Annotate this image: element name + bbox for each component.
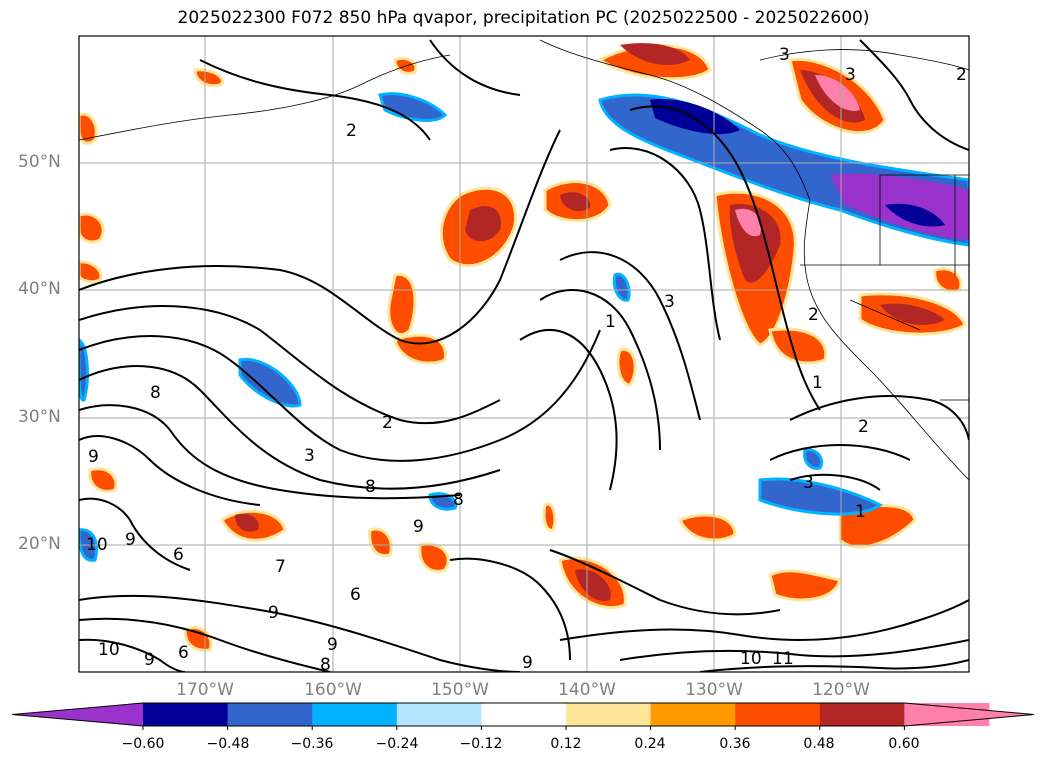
lon-label: 120°W bbox=[812, 680, 870, 700]
contour-label: 6 bbox=[173, 545, 184, 565]
coastlines bbox=[79, 39, 969, 481]
contour-labels: 2 2 3 3 2 3 8 9 10 9 6 7 9 6 10 9 8 9 6 … bbox=[86, 45, 967, 675]
contour-label: 2 bbox=[346, 121, 357, 141]
grid-lines bbox=[79, 36, 969, 672]
contour-label: 9 bbox=[125, 530, 136, 550]
colorbar-tick-label: 0.60 bbox=[888, 736, 920, 752]
lon-label: 130°W bbox=[685, 680, 743, 700]
contour-label: 9 bbox=[268, 603, 279, 623]
contour-label: 3 bbox=[803, 473, 814, 493]
contour-label: 6 bbox=[178, 643, 189, 663]
qvapor-contours bbox=[79, 39, 969, 672]
colorbar-tick-label: −0.60 bbox=[121, 736, 165, 752]
map-panel bbox=[79, 36, 969, 672]
contour-label: 2 bbox=[808, 305, 819, 325]
colorbar-tick-label: 0.12 bbox=[550, 736, 582, 752]
lon-label: 150°W bbox=[431, 680, 489, 700]
colorbar-extend-low bbox=[12, 703, 143, 726]
contour-label: 10 bbox=[740, 649, 762, 669]
contour-label: 8 bbox=[453, 490, 464, 510]
colorbar-segment bbox=[481, 703, 567, 726]
contour-label: 1 bbox=[812, 373, 823, 393]
contour-label: 10 bbox=[98, 640, 120, 660]
contour-label: 8 bbox=[150, 383, 161, 403]
contour-label: 2 bbox=[956, 65, 967, 85]
lat-label: 30°N bbox=[18, 407, 61, 427]
precip-max-areas bbox=[735, 75, 860, 237]
map-border bbox=[78, 35, 970, 673]
colorbar-segment bbox=[312, 703, 398, 726]
colorbar-tick-label: −0.12 bbox=[459, 736, 503, 752]
contour-label: 11 bbox=[772, 649, 794, 669]
contour-label: 9 bbox=[522, 653, 533, 673]
colorbar-tick-label: 0.48 bbox=[803, 736, 835, 752]
colorbar-tick-label: 0.24 bbox=[634, 736, 666, 752]
precip-strong-areas bbox=[235, 43, 945, 601]
colorbar-tick-label: −0.48 bbox=[206, 736, 250, 752]
contour-label: 2 bbox=[382, 413, 393, 433]
colorbar-extend-high bbox=[904, 703, 1034, 726]
colorbar-tick-label: −0.24 bbox=[375, 736, 419, 752]
contour-label: 9 bbox=[144, 650, 155, 670]
contour-label: 9 bbox=[88, 447, 99, 467]
lat-label: 20°N bbox=[18, 534, 61, 554]
contour-label: 3 bbox=[779, 45, 790, 65]
lon-label: 160°W bbox=[304, 680, 362, 700]
contour-label: 8 bbox=[320, 655, 331, 675]
contour-label: 3 bbox=[664, 292, 675, 312]
lat-label: 50°N bbox=[18, 152, 61, 172]
contour-label: 9 bbox=[327, 635, 338, 655]
contour-label: 10 bbox=[86, 535, 108, 555]
lon-label: 170°W bbox=[176, 680, 234, 700]
colorbar-segment bbox=[566, 703, 652, 726]
colorbar bbox=[11, 702, 1035, 730]
colorbar-segment bbox=[819, 703, 905, 726]
contour-label: 3 bbox=[845, 65, 856, 85]
colorbar-tick-label: 0.36 bbox=[719, 736, 751, 752]
map-title: 2025022300 F072 850 hPa qvapor, precipit… bbox=[177, 8, 870, 28]
colorbar-segment bbox=[227, 703, 313, 726]
contour-label: 1 bbox=[605, 312, 616, 332]
contour-label: 7 bbox=[275, 557, 286, 577]
contour-label: 9 bbox=[413, 517, 424, 537]
contour-label: 2 bbox=[858, 417, 869, 437]
contour-label: 6 bbox=[350, 585, 361, 605]
lon-label: 140°W bbox=[558, 680, 616, 700]
colorbar-segment bbox=[396, 703, 482, 726]
colorbar-segment bbox=[650, 703, 736, 726]
contour-label: 8 bbox=[365, 477, 376, 497]
colorbar-tick-label: −0.36 bbox=[290, 736, 334, 752]
contour-label: 1 bbox=[855, 502, 866, 522]
colorbar-segment bbox=[735, 703, 821, 726]
lat-label: 40°N bbox=[18, 279, 61, 299]
contour-label: 3 bbox=[304, 446, 315, 466]
colorbar-segment bbox=[143, 703, 229, 726]
